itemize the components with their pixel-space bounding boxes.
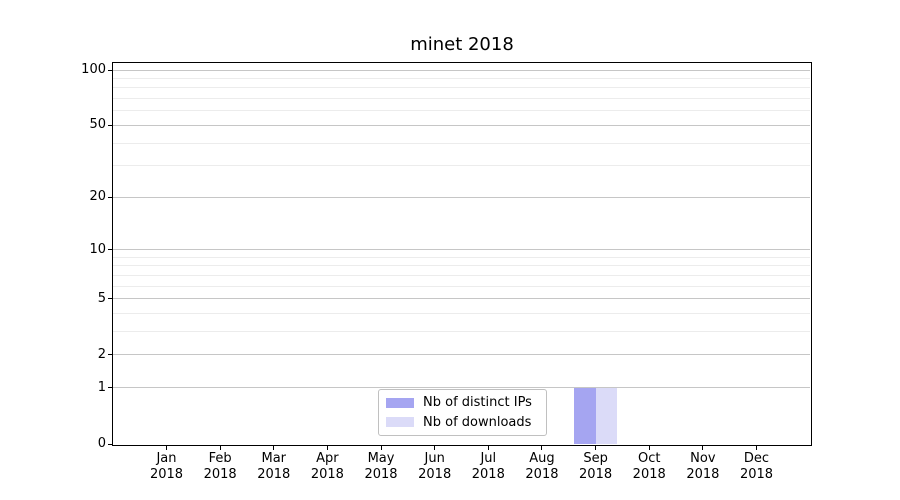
x-tick-month: Nov [690, 451, 716, 466]
x-tick-mark [702, 446, 704, 450]
y-tick-label: 50 [89, 117, 106, 133]
y-tick-label: 1 [97, 379, 106, 395]
x-tick-year: 2018 [203, 466, 237, 482]
x-tick-month: Mar [261, 451, 287, 466]
legend-label-downloads: Nb of downloads [423, 414, 532, 430]
y-major-gridline [113, 354, 810, 356]
x-tick-mark [541, 446, 543, 450]
y-tick-mark [108, 124, 112, 126]
legend-label-distinct-ips: Nb of distinct IPs [423, 395, 532, 411]
x-tick-year: 2018 [418, 466, 452, 482]
x-tick-year: 2018 [579, 466, 613, 482]
x-tick-label: Sep 2018 [566, 451, 626, 482]
x-tick-year: 2018 [686, 466, 720, 482]
x-tick-mark [648, 446, 650, 450]
y-tick-label: 5 [97, 290, 106, 306]
x-tick-label: Feb 2018 [190, 451, 250, 482]
y-major-gridline [113, 196, 810, 198]
y-tick-mark [108, 69, 112, 71]
legend-item-downloads: Nb of downloads [386, 414, 539, 431]
y-tick-label: 20 [89, 189, 106, 205]
x-tick-label: Jul 2018 [458, 451, 518, 482]
x-tick-mark [487, 446, 489, 450]
x-tick-year: 2018 [149, 466, 184, 482]
legend-item-distinct-ips: Nb of distinct IPs [386, 394, 539, 411]
x-tick-month: Jan [156, 451, 177, 466]
x-tick-mark [380, 446, 382, 450]
bar-downloads-sep [595, 387, 618, 444]
y-tick-label: 100 [81, 62, 106, 77]
x-tick-month: Oct [637, 451, 661, 466]
y-minor-gridline [113, 142, 810, 144]
y-major-gridline [113, 298, 810, 300]
y-tick-mark [108, 196, 112, 198]
x-tick-mark [595, 446, 597, 450]
x-tick-mark [273, 446, 275, 450]
x-tick-month: Aug [529, 451, 555, 466]
x-tick-year: 2018 [471, 466, 505, 482]
y-major-gridline [113, 69, 810, 71]
x-tick-year: 2018 [739, 466, 774, 482]
x-tick-label: Aug 2018 [512, 451, 572, 482]
plot-border [112, 62, 812, 446]
y-minor-gridline [113, 165, 810, 167]
x-tick-label: Jun 2018 [405, 451, 465, 482]
y-minor-gridline [113, 256, 810, 258]
y-tick-mark [108, 354, 112, 356]
y-major-gridline [113, 387, 810, 389]
y-minor-gridline [113, 265, 810, 267]
bar-distinct-ips-sep [574, 387, 596, 444]
x-tick-mark [434, 446, 436, 450]
x-tick-year: 2018 [632, 466, 666, 482]
y-tick-label: 2 [97, 346, 106, 362]
x-tick-month: May [367, 451, 395, 466]
x-tick-month: Dec [743, 451, 770, 466]
x-tick-year: 2018 [257, 466, 291, 482]
y-minor-gridline [113, 285, 810, 287]
x-tick-mark [166, 446, 167, 450]
legend-swatch-downloads [386, 417, 414, 428]
x-tick-month: Apr [316, 451, 339, 466]
y-minor-gridline [113, 331, 810, 333]
x-tick-label: Nov 2018 [673, 451, 733, 482]
y-minor-gridline [113, 313, 810, 315]
y-minor-gridline [113, 87, 810, 89]
y-tick-label: 10 [89, 241, 106, 257]
x-tick-mark [326, 446, 328, 450]
y-minor-gridline [113, 110, 810, 112]
x-tick-month: Sep [583, 451, 608, 466]
x-tick-label: Oct 2018 [619, 451, 679, 482]
y-tick-label: 0 [97, 436, 106, 451]
y-minor-gridline [113, 98, 810, 100]
x-tick-month: Jun [424, 451, 445, 466]
y-tick-mark [108, 298, 112, 300]
x-tick-label: May 2018 [351, 451, 411, 482]
y-minor-gridline [113, 77, 810, 79]
x-tick-label: Mar 2018 [244, 451, 304, 482]
x-tick-month: Jul [480, 451, 497, 466]
x-tick-year: 2018 [364, 466, 398, 482]
y-minor-gridline [113, 274, 810, 276]
legend: Nb of distinct IPs Nb of downloads [378, 389, 547, 436]
legend-swatch-distinct-ips [386, 397, 414, 408]
x-tick-label: Dec 2018 [727, 451, 787, 482]
y-tick-mark [108, 249, 112, 251]
x-tick-mark [219, 446, 221, 450]
y-tick-mark [108, 387, 112, 389]
x-tick-year: 2018 [525, 466, 559, 482]
chart-title: minet 2018 [410, 34, 514, 55]
x-tick-mark [756, 446, 757, 450]
x-tick-label: Apr 2018 [297, 451, 357, 482]
y-major-gridline [113, 249, 810, 251]
x-tick-label: Jan 2018 [137, 451, 197, 482]
x-tick-month: Feb [208, 451, 232, 466]
y-tick-mark [108, 443, 112, 445]
y-major-gridline [113, 124, 810, 126]
x-tick-year: 2018 [310, 466, 344, 482]
